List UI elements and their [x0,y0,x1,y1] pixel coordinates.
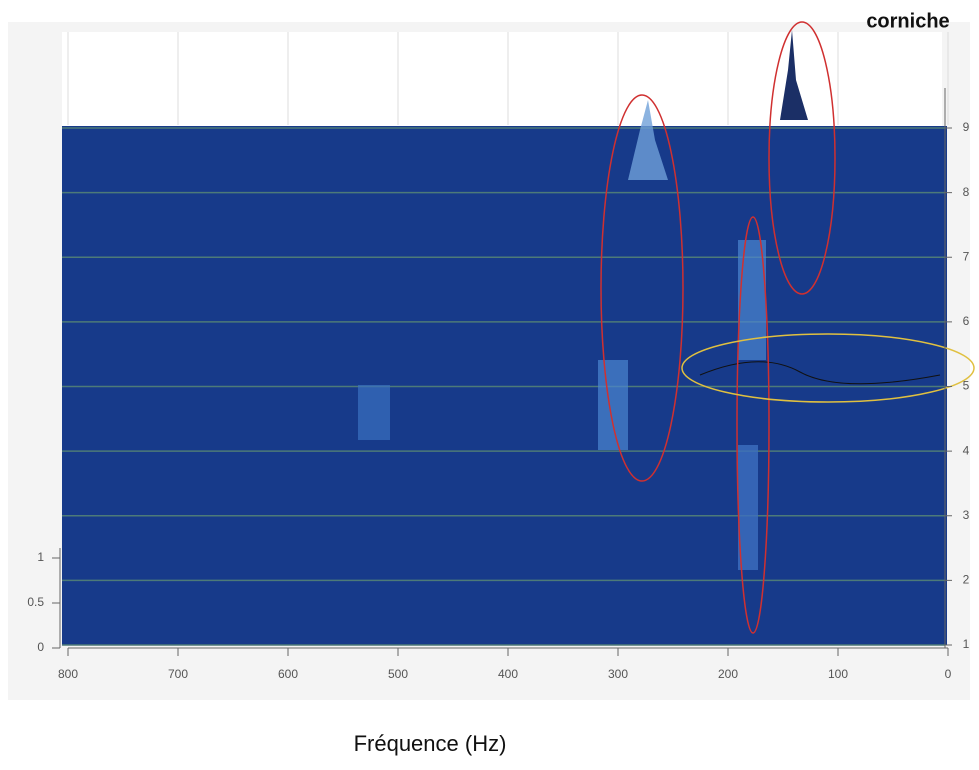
y-tick-label: 9 [963,120,970,134]
z-tick-label: 0 [37,640,44,654]
axes: 800 700 600 500 400 300 200 100 0 1 2 3 4 5 6 7 8 9 0 0.5 1 [27,88,970,681]
peak [780,30,808,120]
x-tick-label: 600 [278,667,298,681]
y-tick-label: 6 [963,314,970,328]
grid [67,32,949,125]
x-tick-label: 400 [498,667,518,681]
x-tick-label: 700 [168,667,188,681]
x-tick-label: 100 [828,667,848,681]
surface [62,126,947,645]
slices [62,126,947,646]
z-tick-label: 0.5 [27,595,44,609]
peak [628,100,668,180]
x-axis-label: Fréquence (Hz) [354,731,507,756]
y-tick-label: 2 [963,573,970,587]
highlight-ellipse [736,216,770,634]
y-tick-label: 8 [963,185,970,199]
peak [738,445,758,570]
x-tick-label: 500 [388,667,408,681]
y-tick-label: 7 [963,249,970,263]
highlight-ellipse [600,94,684,482]
y-tick-label: 5 [963,379,970,393]
x-tick-label: 0 [945,667,952,681]
y-tick-label: 1 [963,637,970,651]
highlights [600,21,975,634]
highlight-ellipse [768,21,836,295]
annotation: corniche [866,10,949,32]
highlight-ellipse [681,333,975,403]
z-tick-label: 1 [37,550,44,564]
peak [598,360,628,450]
x-tick-label: 800 [58,667,78,681]
y-tick-label: 3 [963,508,970,522]
y-tick-label: 4 [963,443,970,457]
peak [358,385,390,440]
x-tick-label: 200 [718,667,738,681]
x-tick-label: 300 [608,667,628,681]
